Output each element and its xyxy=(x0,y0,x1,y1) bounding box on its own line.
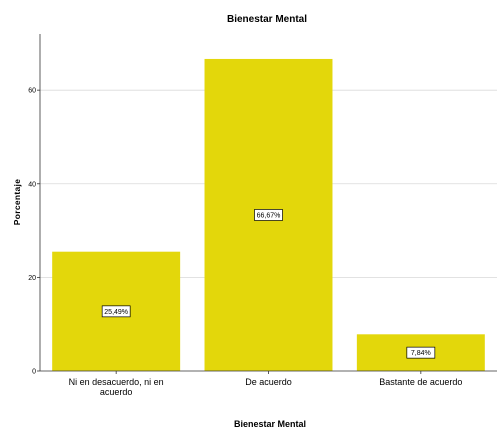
y-tick-label: 40 xyxy=(28,181,36,188)
data-label-text: 25,49% xyxy=(104,309,128,316)
data-labels: 25,49% 66,67% 7,84% xyxy=(101,209,436,359)
y-tick-label: 20 xyxy=(28,275,36,282)
data-label: 7,84% xyxy=(406,346,436,359)
y-tick-label: 60 xyxy=(28,88,36,95)
data-label-text: 7,84% xyxy=(411,350,431,357)
y-axis-label: Porcentaje xyxy=(12,179,22,225)
data-label-box xyxy=(254,209,283,221)
data-label: 66,67% xyxy=(254,209,283,221)
x-category-label: Bastante de acuerdo xyxy=(379,377,462,387)
data-label-box xyxy=(406,346,436,359)
y-tick-label: 0 xyxy=(32,369,36,376)
data-label: 25,49% xyxy=(101,305,131,318)
data-label-box xyxy=(101,305,131,318)
chart-title: Bienestar Mental xyxy=(227,14,307,25)
data-label-text: 66,67% xyxy=(257,212,281,219)
x-category-label: De acuerdo xyxy=(245,377,292,387)
y-ticks: 0 20 40 60 xyxy=(28,88,40,376)
x-category-label: Ni en desacuerdo, ni en xyxy=(69,377,164,387)
x-category-label: acuerdo xyxy=(100,387,133,397)
x-axis-label: Bienestar Mental xyxy=(234,419,306,429)
